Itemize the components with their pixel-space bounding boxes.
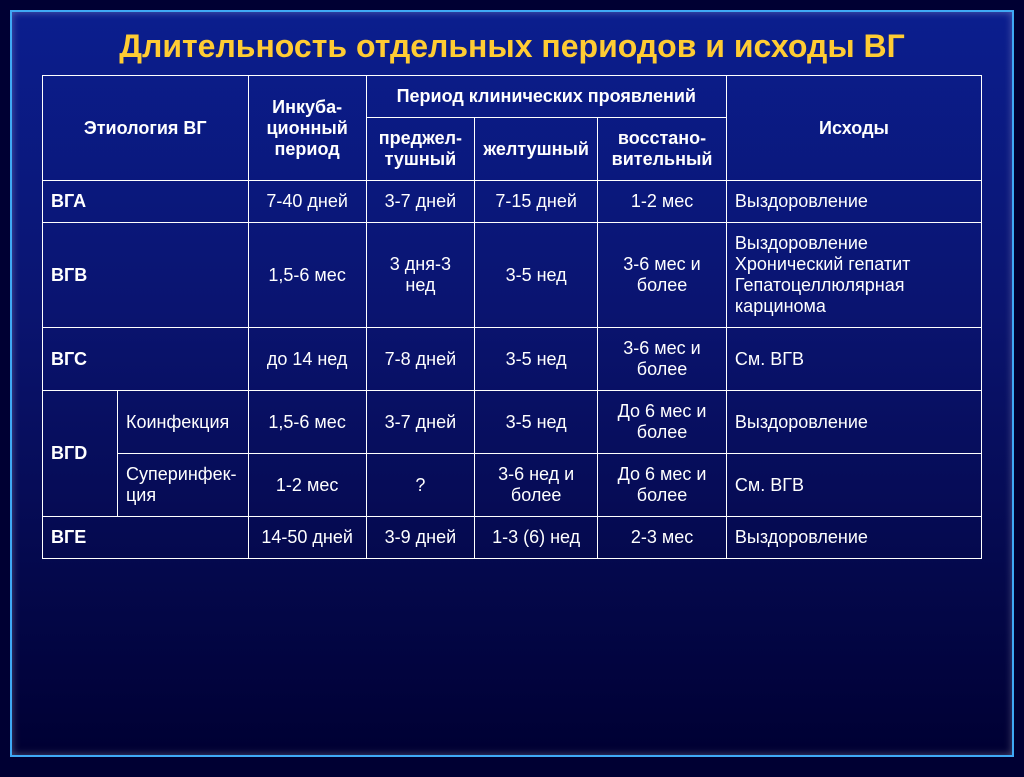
cell-vgc-recovery: 3-6 мес и более — [598, 328, 727, 391]
th-incubation: Инкуба-ционный период — [248, 76, 366, 181]
cell-vgc-incubation: до 14 нед — [248, 328, 366, 391]
th-clinical: Период клинических проявлений — [366, 76, 726, 118]
th-pre-icteric: преджел-тушный — [366, 118, 474, 181]
cell-vga-icteric: 7-15 дней — [475, 181, 598, 223]
row-vgc: ВГС до 14 нед 7-8 дней 3-5 нед 3-6 мес и… — [43, 328, 982, 391]
cell-vgb-out: Выздоровление Хронический гепатит Гепато… — [726, 223, 981, 328]
th-icteric: желтушный — [475, 118, 598, 181]
cell-vgc-name: ВГС — [43, 328, 249, 391]
cell-vga-recovery: 1-2 мес — [598, 181, 727, 223]
th-etiology: Этиология ВГ — [43, 76, 249, 181]
cell-vgb-icteric: 3-5 нед — [475, 223, 598, 328]
th-outcomes: Исходы — [726, 76, 981, 181]
cell-vgd-co-sub: Коинфекция — [118, 391, 249, 454]
cell-vge-out: Выздоровление — [726, 517, 981, 559]
cell-vgd-co-incubation: 1,5-6 мес — [248, 391, 366, 454]
cell-vga-out: Выздоровление — [726, 181, 981, 223]
slide-title: Длительность отдельных периодов и исходы… — [12, 12, 1012, 75]
cell-vga-pre: 3-7 дней — [366, 181, 474, 223]
row-vge: ВГЕ 14-50 дней 3-9 дней 1-3 (6) нед 2-3 … — [43, 517, 982, 559]
cell-vge-incubation: 14-50 дней — [248, 517, 366, 559]
row-vgd-co: ВГD Коинфекция 1,5-6 мес 3-7 дней 3-5 не… — [43, 391, 982, 454]
row-vga: ВГА 7-40 дней 3-7 дней 7-15 дней 1-2 мес… — [43, 181, 982, 223]
cell-vgd-name: ВГD — [43, 391, 118, 517]
cell-vga-name: ВГА — [43, 181, 249, 223]
hepatitis-table: Этиология ВГ Инкуба-ционный период Перио… — [42, 75, 982, 559]
cell-vgd-super-sub: Суперинфек-ция — [118, 454, 249, 517]
cell-vgc-out: См. ВГВ — [726, 328, 981, 391]
cell-vge-pre: 3-9 дней — [366, 517, 474, 559]
cell-vgc-pre: 7-8 дней — [366, 328, 474, 391]
row-vgb: ВГВ 1,5-6 мес 3 дня-3 нед 3-5 нед 3-6 ме… — [43, 223, 982, 328]
cell-vgc-icteric: 3-5 нед — [475, 328, 598, 391]
cell-vgb-pre: 3 дня-3 нед — [366, 223, 474, 328]
cell-vge-name: ВГЕ — [43, 517, 249, 559]
cell-vgd-super-icteric: 3-6 нед и более — [475, 454, 598, 517]
row-vgd-super: Суперинфек-ция 1-2 мес ? 3-6 нед и более… — [43, 454, 982, 517]
cell-vgb-recovery: 3-6 мес и более — [598, 223, 727, 328]
cell-vgd-co-pre: 3-7 дней — [366, 391, 474, 454]
cell-vgd-super-pre: ? — [366, 454, 474, 517]
cell-vge-icteric: 1-3 (6) нед — [475, 517, 598, 559]
cell-vgd-super-recovery: До 6 мес и более — [598, 454, 727, 517]
cell-vgd-co-icteric: 3-5 нед — [475, 391, 598, 454]
cell-vge-recovery: 2-3 мес — [598, 517, 727, 559]
cell-vgd-super-incubation: 1-2 мес — [248, 454, 366, 517]
cell-vgd-co-out: Выздоровление — [726, 391, 981, 454]
cell-vgd-co-recovery: До 6 мес и более — [598, 391, 727, 454]
cell-vga-incubation: 7-40 дней — [248, 181, 366, 223]
cell-vgb-incubation: 1,5-6 мес — [248, 223, 366, 328]
cell-vgb-name: ВГВ — [43, 223, 249, 328]
th-recovery: восстано-вительный — [598, 118, 727, 181]
slide-frame: Длительность отдельных периодов и исходы… — [10, 10, 1014, 757]
cell-vgd-super-out: См. ВГВ — [726, 454, 981, 517]
header-row-1: Этиология ВГ Инкуба-ционный период Перио… — [43, 76, 982, 118]
